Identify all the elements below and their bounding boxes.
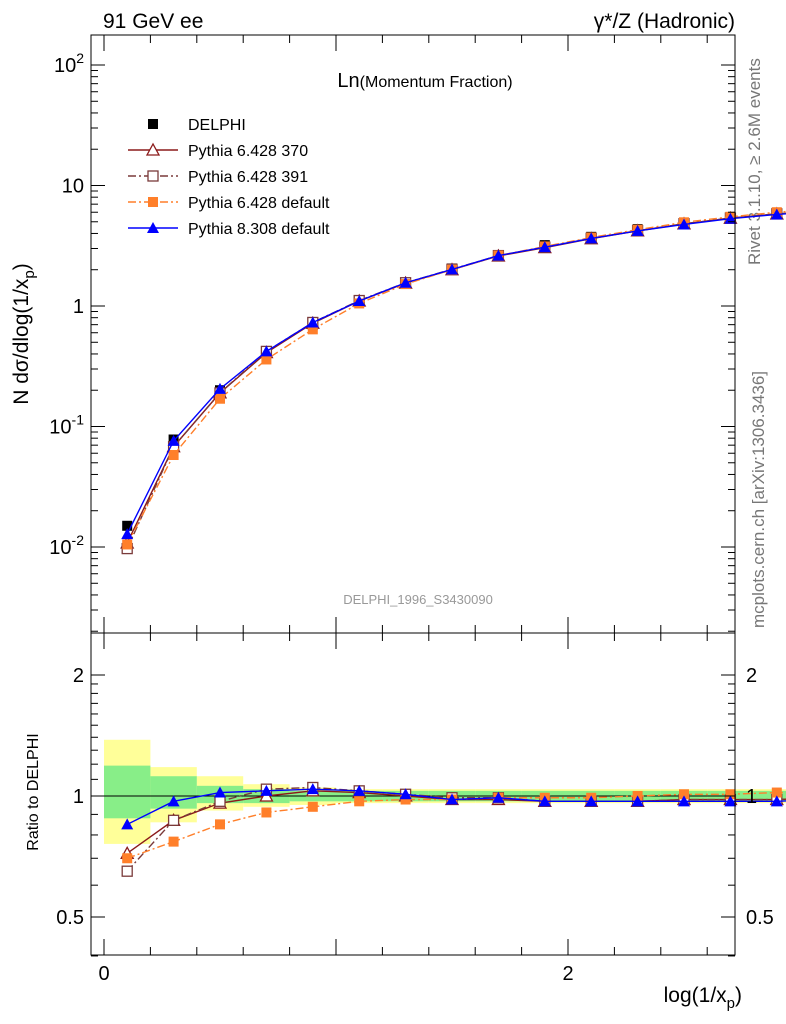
ratio-point-pythia-8-308-default	[492, 791, 505, 803]
ratio-point-pythia-8-308-default	[678, 795, 690, 807]
ratio-point-pythia-6-428-default	[354, 796, 365, 807]
point-pythia-8-308-default	[446, 263, 458, 275]
x-tick-label: 0	[98, 963, 109, 985]
y-tick-label: 10	[62, 176, 84, 198]
ratio-point-pythia-6-428-391	[214, 795, 226, 807]
legend-label-pythia-8-308-default: Pythia 8.308 default	[188, 221, 330, 238]
line-pythia-8-308-default	[126, 213, 786, 535]
ratio-tick-label: 0.5	[56, 907, 84, 929]
legend-label-delphi: DELPHI	[188, 117, 246, 134]
ratio-point-pythia-8-308-default	[585, 795, 598, 807]
point-pythia-6-428-default	[168, 450, 179, 461]
ratio-tick-label-right: 2	[746, 665, 757, 687]
ratio-tick-label: 2	[73, 665, 84, 687]
point-pythia-8-308-default	[399, 276, 412, 288]
point-pythia-8-308-default	[306, 316, 319, 328]
ratio-point-pythia-6-428-391	[121, 865, 133, 877]
y-tick-label: 102	[54, 50, 84, 77]
ratio-band-inner	[104, 765, 151, 819]
ratio-point-pythia-8-308-default	[724, 795, 737, 807]
ratio-point-pythia-6-428-default	[307, 801, 318, 812]
legend-marker-pythia-6-428-370	[145, 142, 161, 156]
header-left: 91 GeV ee	[103, 10, 203, 33]
ratio-tick-label: 1	[73, 786, 84, 808]
rivet-version: Rivet 3.1.10, ≥ 2.6M events	[745, 58, 764, 265]
x-tick-label: 2	[562, 963, 573, 985]
ratio-point-pythia-6-428-default	[215, 819, 225, 830]
legend-marker-pythia-8-308-default	[147, 222, 159, 233]
header-right: γ*/Z (Hadronic)	[594, 10, 735, 33]
ratio-point-pythia-8-308-default	[538, 795, 551, 807]
point-pythia-6-428-default	[122, 539, 133, 550]
legend: DELPHI Pythia 6.428 370 Pythia 6.428 391 Py…	[128, 117, 330, 238]
y-tick-label: 10-2	[49, 532, 84, 559]
point-pythia-8-308-default	[214, 382, 226, 394]
ratio-band-inner	[753, 790, 786, 802]
line-pythia-6-428-370	[126, 212, 786, 544]
ratio-point-pythia-6-428-default	[122, 853, 133, 864]
ratio-tick-label-right: 1	[746, 786, 757, 808]
point-delphi	[122, 520, 133, 531]
ratio-plot-panel: 0.5 0.5 1 1 2 2 Ratio to DELPHI	[25, 632, 786, 957]
point-pythia-8-308-default	[492, 249, 505, 261]
ratio-point-pythia-6-428-default	[725, 789, 736, 800]
main-plot-title: Ln(Momentum Fraction)	[337, 70, 512, 92]
ratio-point-pythia-6-428-default	[168, 836, 179, 847]
point-pythia-8-308-default	[260, 345, 273, 357]
main-ylabel: N dσ/dlog(1/xp)	[10, 263, 38, 405]
ratio-point-pythia-8-308-default	[260, 784, 273, 796]
point-pythia-8-308-default	[121, 528, 134, 540]
legend-marker-pythia-6-428-default	[148, 197, 158, 207]
ratio-point-pythia-8-308-default	[121, 818, 134, 830]
point-pythia-8-308-default	[678, 218, 690, 230]
point-pythia-6-428-default	[307, 324, 318, 335]
point-pythia-8-308-default	[167, 434, 180, 446]
ratio-ylabel: Ratio to DELPHI	[25, 733, 42, 850]
analysis-watermark: DELPHI_1996_S3430090	[343, 592, 493, 607]
legend-label-pythia-6-428-default: Pythia 6.428 default	[188, 195, 330, 212]
legend-marker-pythia-6-428-391	[147, 170, 159, 182]
line-pythia-6-428-default	[126, 210, 786, 545]
point-pythia-8-308-default	[538, 241, 551, 253]
main-plot-panel: 10-2 10-1 1 10 102 Ln(Momentum Fraction) DEL…	[10, 34, 786, 634]
ratio-point-pythia-6-428-default	[261, 807, 272, 818]
ratio-point-pythia-8-308-default	[214, 786, 226, 798]
ratio-point-pythia-8-308-default	[167, 795, 180, 807]
ratio-plot-frame	[90, 632, 736, 956]
point-pythia-8-308-default	[353, 295, 366, 307]
x-axis-label: log(1/xp)	[664, 984, 742, 1012]
ratio-point-pythia-6-428-default	[679, 789, 689, 800]
ratio-point-pythia-6-428-default	[400, 794, 411, 805]
legend-label-pythia-6-428-370: Pythia 6.428 370	[188, 143, 308, 160]
y-tick-label: 10-1	[49, 412, 84, 439]
ratio-point-pythia-8-308-default	[770, 795, 783, 807]
ratio-point-pythia-8-308-default	[446, 793, 458, 805]
ratio-tick-label-right: 0.5	[746, 907, 774, 929]
point-pythia-8-308-default	[724, 212, 737, 224]
ratio-point-pythia-8-308-default	[399, 788, 412, 800]
legend-marker-delphi	[148, 119, 158, 129]
ratio-point-pythia-8-308-default	[353, 784, 366, 796]
mcplots-reference: mcplots.cern.ch [arXiv:1306.3436]	[749, 371, 768, 628]
point-pythia-6-428-default	[261, 354, 272, 365]
ratio-point-pythia-6-428-391	[167, 814, 180, 826]
title-ln: Ln	[337, 70, 359, 92]
ratio-point-pythia-8-308-default	[631, 795, 644, 807]
ratio-point-pythia-8-308-default	[306, 783, 319, 795]
line-pythia-6-428-391	[126, 212, 786, 549]
point-pythia-8-308-default	[770, 208, 783, 220]
y-tick-label: 1	[73, 296, 84, 318]
point-pythia-6-428-default	[215, 393, 225, 404]
ratio-point-pythia-6-428-default	[771, 787, 782, 798]
point-pythia-8-308-default	[585, 232, 598, 244]
point-pythia-8-308-default	[631, 224, 644, 236]
legend-label-pythia-6-428-391: Pythia 6.428 391	[188, 169, 308, 186]
title-rest: (Momentum Fraction)	[360, 74, 513, 91]
